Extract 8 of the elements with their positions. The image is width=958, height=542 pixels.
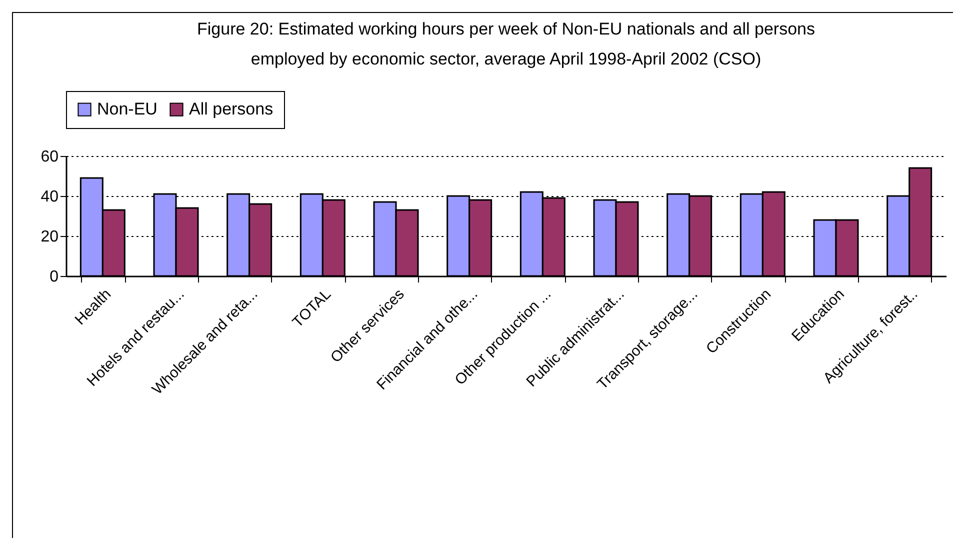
y-tick-label: 60 bbox=[40, 148, 59, 166]
legend-label: All persons bbox=[189, 100, 274, 119]
text: employed by economic sector, average April 1998-April 2002 (CSO) bbox=[250, 50, 762, 68]
text: Figure 20: Estimated working hours per week of Non-EU nationals and all persons bbox=[197, 20, 815, 38]
y-tick-label: 40 bbox=[40, 188, 59, 206]
y-tick-label: 20 bbox=[40, 228, 59, 246]
legend-label: Non-EU bbox=[97, 100, 158, 119]
y-tick-label: 0 bbox=[50, 268, 59, 286]
